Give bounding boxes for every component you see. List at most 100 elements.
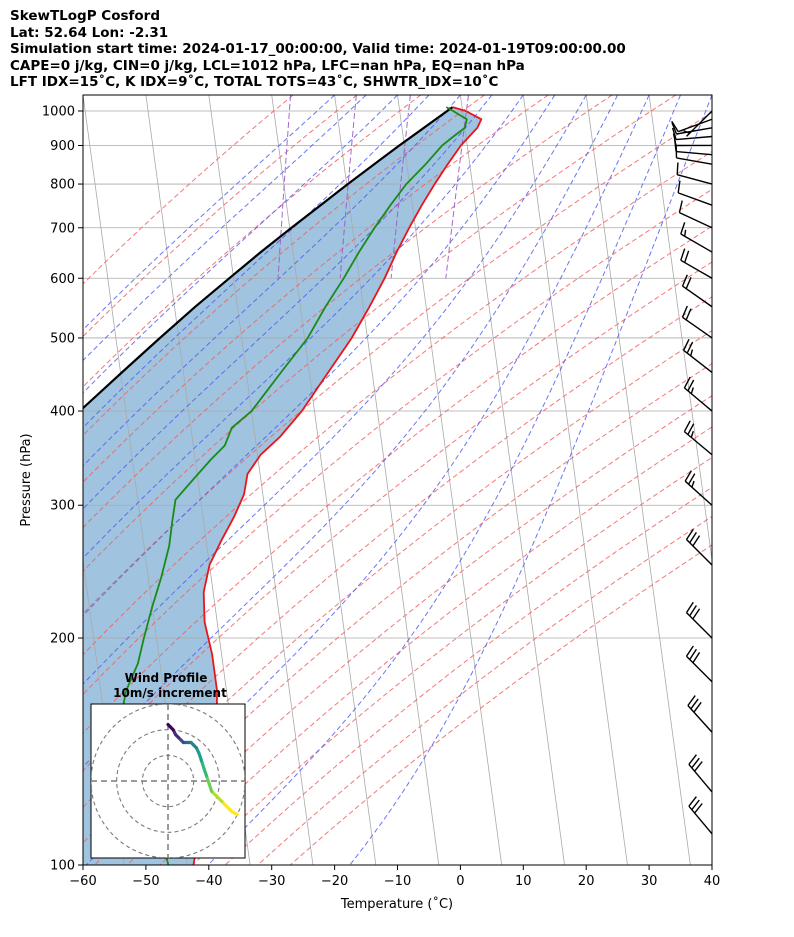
wind-barb-feather xyxy=(685,528,694,540)
wind-barb-staff xyxy=(676,135,713,141)
location-line: Lat: 52.64 Lon: -2.31 xyxy=(10,24,169,41)
mixing-ratio-line xyxy=(390,95,411,279)
wind-barb-feather xyxy=(693,701,702,713)
wind-barb-feather xyxy=(687,473,696,485)
wind-barb-feather xyxy=(692,535,701,547)
chart-title: SkewTLogP Cosford xyxy=(10,8,160,24)
wind-barb xyxy=(671,122,713,135)
wind-barb xyxy=(678,200,713,229)
y-tick-label: 1000 xyxy=(42,104,75,119)
temperature-line xyxy=(192,106,483,865)
time-line: Simulation start time: 2024-01-17_00:00:… xyxy=(10,41,626,58)
dry-adiabat xyxy=(83,95,677,572)
wind-barb-staff xyxy=(686,655,713,683)
isotherm xyxy=(334,95,440,865)
wind-barb xyxy=(688,754,713,793)
wind-barb-staff xyxy=(676,157,713,165)
wind-barb-feather xyxy=(690,387,694,394)
wind-barb xyxy=(681,274,713,308)
wind-barb-feather xyxy=(685,308,692,321)
wind-barb xyxy=(680,222,713,253)
x-tick-label: 10 xyxy=(515,874,532,889)
dry-adiabat xyxy=(83,95,294,285)
wind-barb-feather xyxy=(690,698,699,710)
wind-barb-feather xyxy=(681,274,688,287)
mixing-ratio-line xyxy=(445,95,469,279)
x-tick-label: 20 xyxy=(578,874,595,889)
x-tick-label: −30 xyxy=(258,874,285,889)
y-tick-label: 800 xyxy=(50,178,75,193)
wind-barb-feather xyxy=(684,229,687,237)
dry-adiabat xyxy=(257,515,712,865)
wind-barb-feather xyxy=(692,652,701,664)
wind-barb-feather xyxy=(691,799,700,811)
wind-barb-feather xyxy=(680,222,686,235)
wind-barb-feather xyxy=(691,757,700,769)
wind-barb-staff xyxy=(683,387,713,412)
y-tick-label: 500 xyxy=(50,331,75,346)
moist-adiabat xyxy=(83,95,619,768)
moist-adiabat xyxy=(83,95,493,510)
wind-barb-staff xyxy=(680,233,713,253)
wind-barb-feather xyxy=(689,532,697,544)
wind-barb-staff xyxy=(676,150,713,156)
y-tick-label: 400 xyxy=(50,405,75,420)
wind-barb xyxy=(683,376,713,412)
wind-barb-staff xyxy=(679,211,713,229)
x-tick-label: 30 xyxy=(641,874,658,889)
wind-barb-feather xyxy=(690,349,694,356)
wind-barb-staff xyxy=(686,539,713,566)
wind-barb-feather xyxy=(676,162,679,175)
wind-barb xyxy=(677,180,713,206)
wind-barb xyxy=(682,338,713,374)
hodograph: Wind Profile 10m/s increment xyxy=(90,671,246,859)
x-tick-label: −10 xyxy=(384,874,411,889)
wind-barb xyxy=(685,528,713,566)
dry-adiabat xyxy=(289,544,712,865)
wind-barb-staff xyxy=(683,431,713,456)
dry-adiabat xyxy=(83,95,549,483)
wind-barb xyxy=(675,145,713,165)
wind-barb-feather xyxy=(687,695,696,706)
isotherm xyxy=(648,95,712,563)
x-axis-label: Temperature (˚C) xyxy=(340,896,453,912)
parcel-profile-line xyxy=(83,106,454,410)
wind-barb-feather xyxy=(685,645,694,657)
wind-barb-feather xyxy=(671,127,677,140)
wind-barb-staff xyxy=(677,192,713,206)
moist-adiabat xyxy=(83,95,398,394)
dry-adiabat xyxy=(83,225,712,734)
wind-barb-feather xyxy=(688,796,697,807)
x-tick-label: −50 xyxy=(132,874,159,889)
moist-adiabat xyxy=(349,95,712,865)
wind-barb-feather xyxy=(690,430,694,438)
wind-barb-feather xyxy=(681,305,688,318)
isotherm xyxy=(711,95,712,98)
y-tick-label: 300 xyxy=(50,499,75,514)
wind-barb-staff xyxy=(680,259,713,279)
moist-adiabat xyxy=(207,95,681,865)
wind-barb-feather xyxy=(694,761,703,772)
wind-barb-staff xyxy=(686,612,713,639)
wind-barb-feather xyxy=(677,180,681,193)
dry-adiabat xyxy=(83,150,712,656)
wind-barb-feather xyxy=(691,480,695,488)
wind-barb-feather xyxy=(689,605,697,617)
dry-adiabat xyxy=(83,111,712,615)
wind-barb-feather xyxy=(680,248,686,261)
wind-barb-staff xyxy=(677,174,713,185)
wind-barb-staff xyxy=(677,118,713,133)
dry-adiabat xyxy=(83,95,358,338)
isotherm xyxy=(208,95,314,865)
x-tick-label: 0 xyxy=(456,874,464,889)
hodograph-subtitle: 10m/s increment xyxy=(113,686,227,700)
isotherm xyxy=(522,95,628,865)
y-tick-label: 600 xyxy=(50,272,75,287)
wind-barb-feather xyxy=(694,803,703,814)
wind-barb-feather xyxy=(688,754,697,765)
wind-barb-feather xyxy=(683,420,691,432)
y-tick-label: 900 xyxy=(50,139,75,154)
moist-adiabat xyxy=(83,95,524,559)
hodograph-title: Wind Profile xyxy=(125,671,208,685)
y-tick-label: 200 xyxy=(50,632,75,647)
